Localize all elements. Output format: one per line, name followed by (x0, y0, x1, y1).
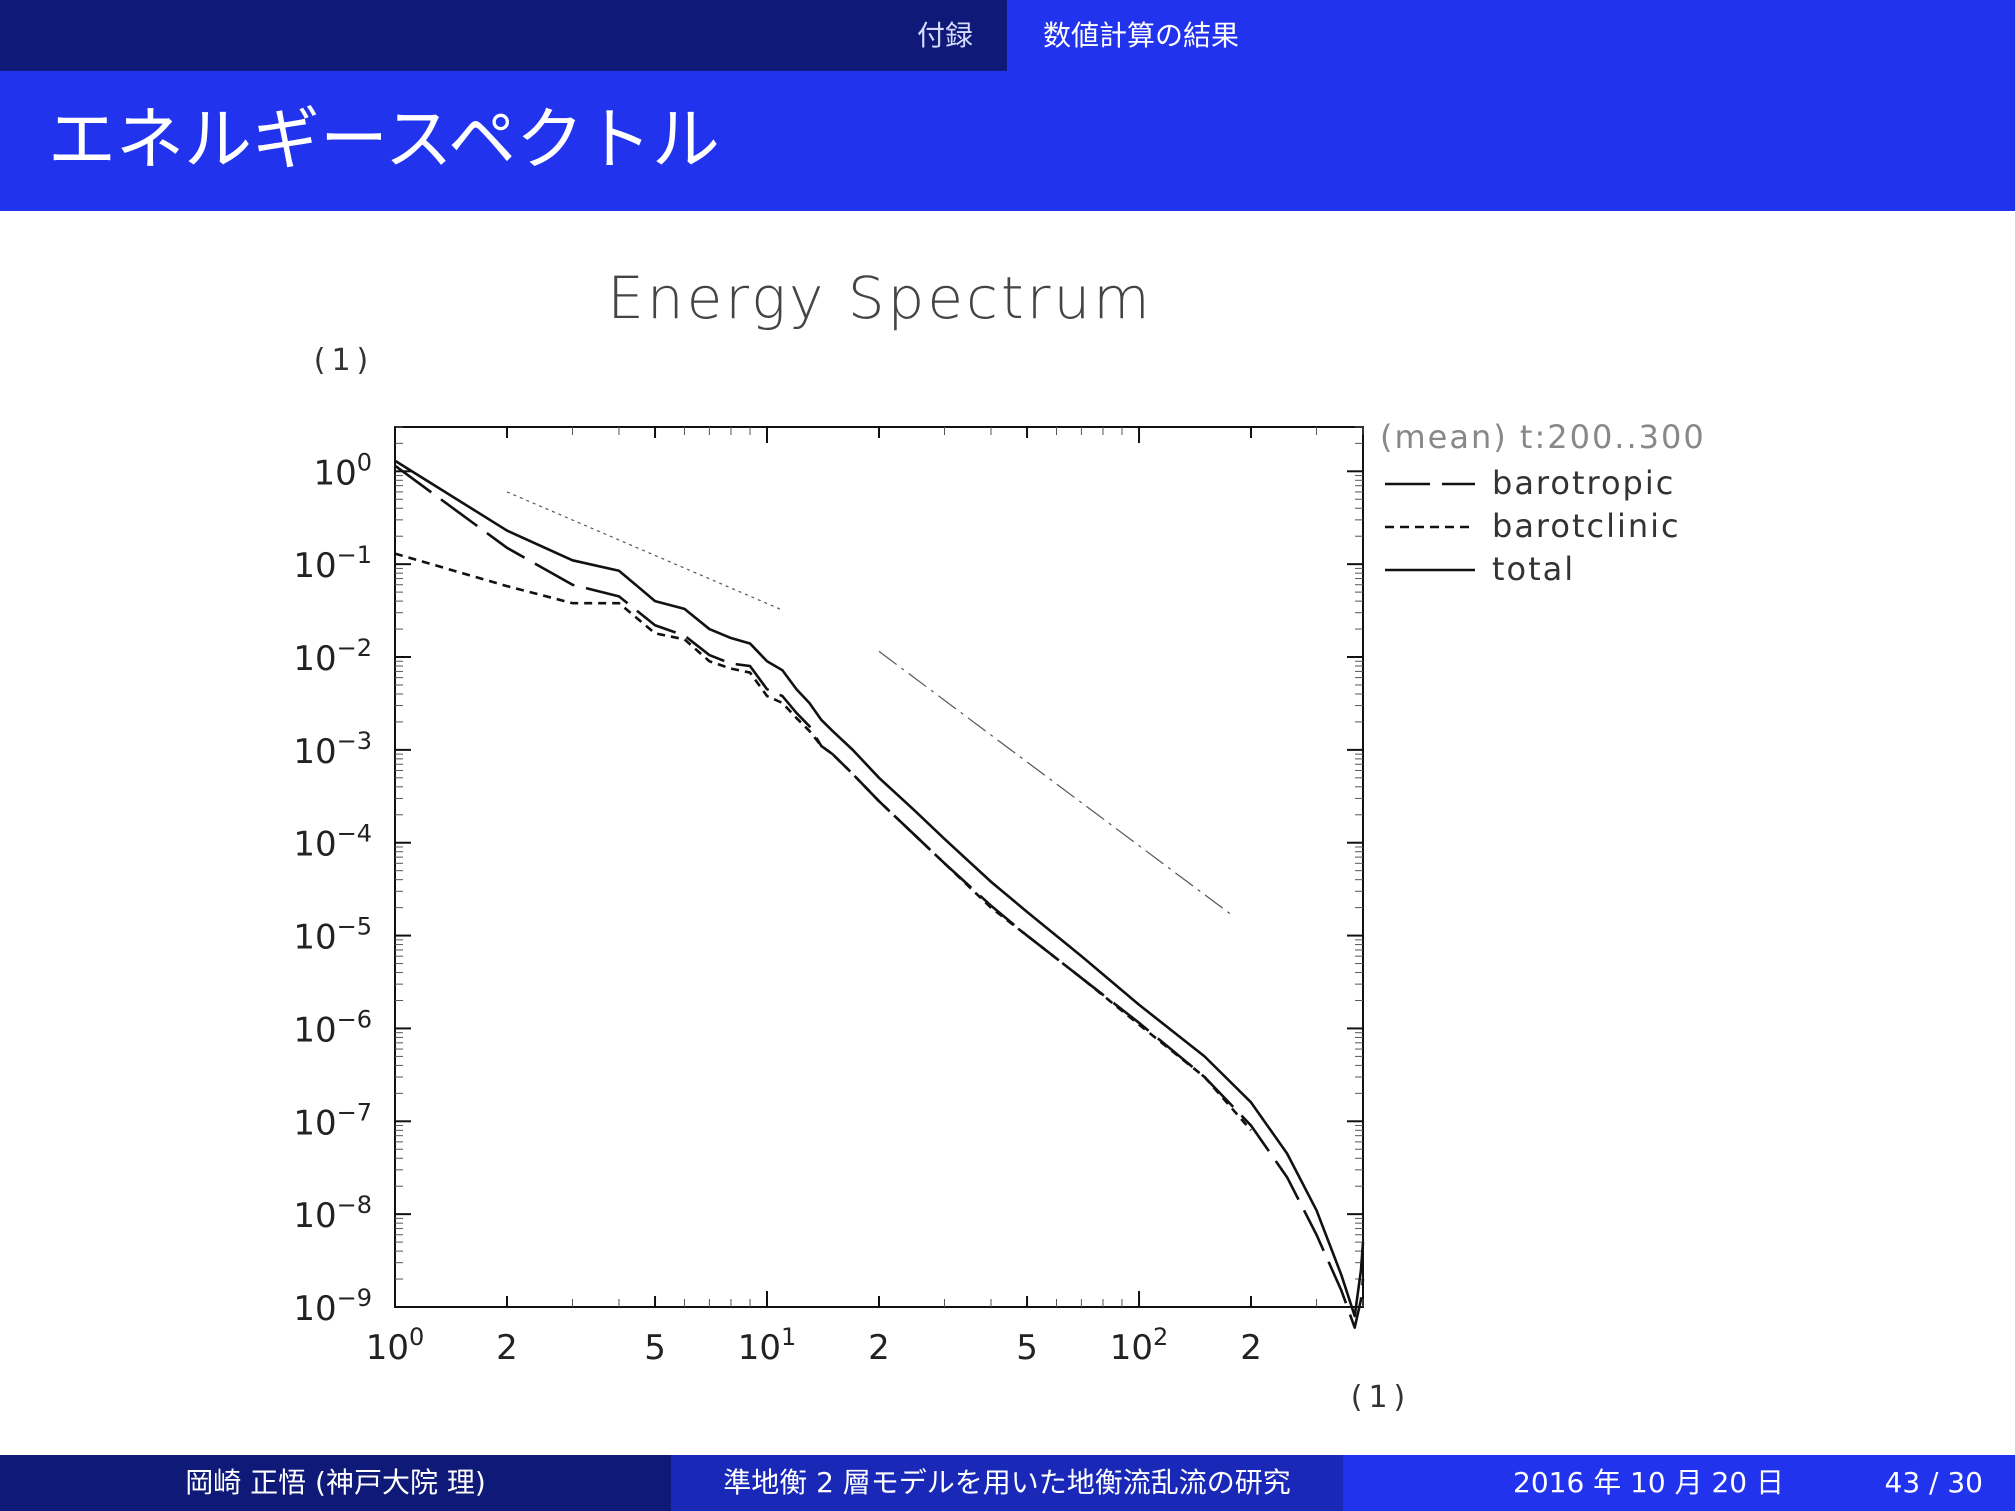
x-tick-label-exponent: 2 (1153, 1323, 1168, 1351)
y-tick-label-exponent: −4 (337, 820, 372, 848)
x-tick-label-base: 5 (644, 1328, 666, 1368)
y-tick-label-base: 10 (313, 453, 356, 493)
x-tick-label-base: 10 (1110, 1328, 1153, 1368)
x-tick-label: 101 (738, 1323, 797, 1368)
legend-label-total: total (1492, 550, 1575, 588)
x-axis-label: (1) (1351, 1380, 1412, 1415)
y-tick-label: 10−4 (293, 820, 372, 865)
y-tick-label: 10−9 (293, 1284, 372, 1329)
x-tick-label-base: 10 (738, 1328, 781, 1368)
y-tick-label-exponent: −5 (337, 913, 372, 941)
y-tick-label-base: 10 (293, 546, 336, 586)
y-tick-label: 10−3 (293, 727, 372, 772)
x-tick-label-base: 2 (868, 1328, 890, 1368)
y-tick-label-base: 10 (293, 639, 336, 679)
x-tick-label-exponent: 1 (781, 1323, 796, 1351)
x-tick-label: 2 (868, 1328, 890, 1368)
x-axis-ticks: 100 2 5 101 2 5 102 2 (366, 427, 1364, 1368)
x-tick-label-base: 2 (496, 1328, 518, 1368)
header-subsection-panel: 数値計算の結果 (1007, 0, 2015, 71)
x-tick-label-base: 2 (1240, 1328, 1262, 1368)
legend-label-barotropic: barotropic (1492, 464, 1675, 502)
chart-title: Energy Spectrum (607, 264, 1153, 332)
x-tick-label: 2 (1240, 1328, 1262, 1368)
y-tick-label-base: 10 (293, 732, 336, 772)
y-axis-label: (1) (314, 343, 375, 378)
x-tick-label-base: 5 (1016, 1328, 1038, 1368)
y-tick-label: 100 (313, 448, 372, 493)
y-tick-label: 10−7 (293, 1098, 372, 1143)
y-tick-label-base: 10 (293, 1196, 336, 1236)
y-tick-label-base: 10 (293, 825, 336, 865)
y-tick-label-exponent: −7 (337, 1098, 372, 1126)
footer-date: 2016 年 10 月 20 日 (1513, 1466, 1785, 1499)
reference-line-dash-dot (878, 650, 1235, 918)
legend-label-barotclinic: barotclinic (1492, 507, 1681, 545)
y-tick-label: 10−2 (293, 634, 372, 679)
y-tick-label-base: 10 (293, 1010, 336, 1050)
plot-frame (394, 426, 1364, 1308)
y-tick-label-base: 10 (293, 1103, 336, 1143)
reference-line-dotted (506, 491, 783, 611)
y-tick-label-exponent: −1 (337, 541, 372, 569)
reference-slope-lines (506, 491, 1235, 918)
footer-author: 岡崎 正悟 (神戸大院 理) (0, 1455, 671, 1511)
x-tick-label-base: 10 (366, 1328, 409, 1368)
energy-spectrum-chart: Energy Spectrum (1) (1) 10010−110−210−31… (293, 264, 1706, 1415)
y-tick-label-exponent: −9 (337, 1284, 372, 1312)
header-section-panel: 付録 (0, 0, 1007, 71)
slide-title: エネルギースペクトル (48, 101, 720, 180)
y-tick-label-base: 10 (293, 1289, 336, 1329)
series-line-barotclinic (394, 552, 1252, 1132)
y-tick-label-exponent: −6 (337, 1005, 372, 1033)
y-tick-label: 10−6 (293, 1005, 372, 1050)
y-tick-label: 10−1 (293, 541, 372, 586)
x-tick-label: 102 (1110, 1323, 1169, 1368)
y-tick-label-exponent: −3 (337, 727, 372, 755)
y-tick-label-exponent: −2 (337, 634, 372, 662)
x-tick-label: 5 (1016, 1328, 1038, 1368)
x-tick-label: 2 (496, 1328, 518, 1368)
legend: (mean) t:200..300 barotropic barotclinic… (1380, 418, 1706, 588)
y-tick-label-exponent: 0 (357, 448, 372, 476)
header-subsection-link[interactable]: 数値計算の結果 (1043, 19, 1240, 52)
series-line-barotropic (394, 464, 1365, 1329)
footer-bar: 岡崎 正悟 (神戸大院 理) 準地衡 2 層モデルを用いた地衡流乱流の研究 20… (0, 1455, 2015, 1511)
header-bar: 付録 数値計算の結果 (0, 0, 2015, 71)
title-bar: エネルギースペクトル (0, 71, 2015, 211)
x-tick-label: 5 (644, 1328, 666, 1368)
x-tick-label-exponent: 0 (409, 1323, 424, 1351)
legend-header: (mean) t:200..300 (1380, 418, 1706, 456)
series-lines (394, 459, 1365, 1329)
y-tick-label-base: 10 (293, 918, 336, 958)
y-tick-label-exponent: −8 (337, 1191, 372, 1219)
x-tick-label: 100 (366, 1323, 425, 1368)
y-tick-label: 10−5 (293, 913, 372, 958)
footer-talk-title: 準地衡 2 層モデルを用いた地衡流乱流の研究 (671, 1455, 1343, 1511)
header-section-link[interactable]: 付録 (916, 19, 973, 52)
footer-page-number: 43 / 30 (1884, 1466, 1984, 1499)
y-tick-label: 10−8 (293, 1191, 372, 1236)
series-line-total (394, 459, 1365, 1318)
footer-date-page: 2016 年 10 月 20 日 43 / 30 (1343, 1455, 2015, 1511)
